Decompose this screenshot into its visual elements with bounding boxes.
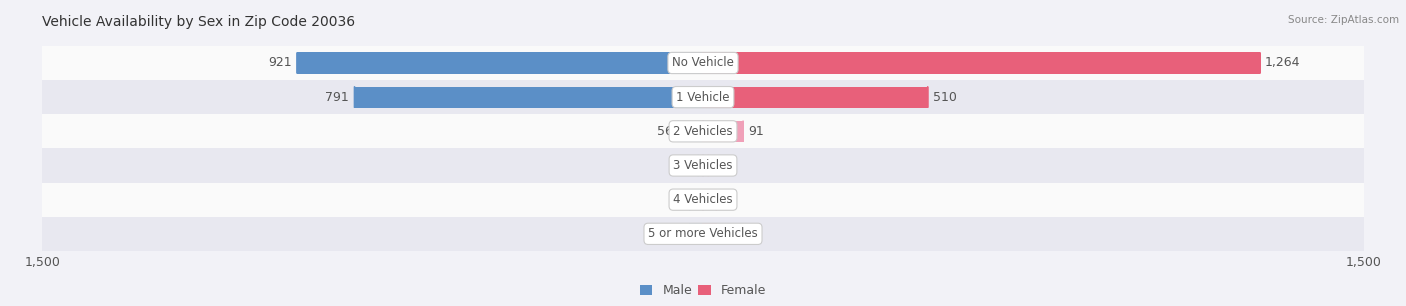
- Legend: Male, Female: Male, Female: [636, 279, 770, 302]
- Bar: [42, 114, 1364, 148]
- Bar: [703, 121, 744, 142]
- Bar: [678, 121, 703, 142]
- Text: 791: 791: [326, 91, 349, 104]
- Text: 0: 0: [676, 227, 685, 240]
- Text: No Vehicle: No Vehicle: [672, 57, 734, 69]
- Text: Source: ZipAtlas.com: Source: ZipAtlas.com: [1288, 15, 1399, 25]
- Text: 12: 12: [714, 159, 730, 172]
- Bar: [42, 148, 1364, 183]
- Bar: [42, 46, 1364, 80]
- Bar: [690, 189, 703, 210]
- Text: 91: 91: [748, 125, 763, 138]
- Text: 921: 921: [269, 57, 292, 69]
- Text: Vehicle Availability by Sex in Zip Code 20036: Vehicle Availability by Sex in Zip Code …: [42, 16, 356, 29]
- Text: 11: 11: [678, 159, 693, 172]
- Bar: [703, 52, 1260, 73]
- Text: 3 Vehicles: 3 Vehicles: [673, 159, 733, 172]
- Text: 56: 56: [657, 125, 673, 138]
- Bar: [703, 155, 709, 176]
- Text: 4 Vehicles: 4 Vehicles: [673, 193, 733, 206]
- Bar: [42, 80, 1364, 114]
- Bar: [42, 183, 1364, 217]
- Bar: [699, 155, 703, 176]
- Bar: [703, 189, 716, 210]
- Bar: [703, 223, 716, 244]
- Text: 0: 0: [721, 227, 730, 240]
- Text: 0: 0: [676, 193, 685, 206]
- Text: 5 or more Vehicles: 5 or more Vehicles: [648, 227, 758, 240]
- Text: 0: 0: [721, 193, 730, 206]
- Bar: [354, 87, 703, 108]
- Bar: [297, 52, 703, 73]
- Bar: [690, 223, 703, 244]
- Text: 1,264: 1,264: [1265, 57, 1301, 69]
- Bar: [42, 217, 1364, 251]
- Text: 1 Vehicle: 1 Vehicle: [676, 91, 730, 104]
- Text: 510: 510: [934, 91, 957, 104]
- Text: 2 Vehicles: 2 Vehicles: [673, 125, 733, 138]
- Bar: [703, 87, 928, 108]
